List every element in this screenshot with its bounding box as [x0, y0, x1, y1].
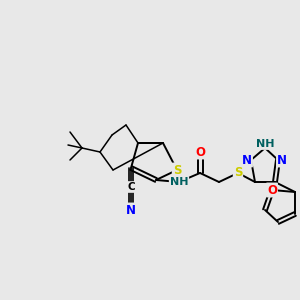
Text: C: C	[127, 182, 135, 192]
Text: O: O	[195, 146, 205, 158]
Text: N: N	[126, 203, 136, 217]
Text: O: O	[267, 184, 277, 196]
Text: S: S	[234, 167, 242, 179]
Text: NH: NH	[170, 177, 188, 187]
Text: N: N	[242, 154, 252, 166]
Text: N: N	[277, 154, 287, 166]
Text: S: S	[173, 164, 181, 176]
Text: NH: NH	[256, 139, 274, 149]
